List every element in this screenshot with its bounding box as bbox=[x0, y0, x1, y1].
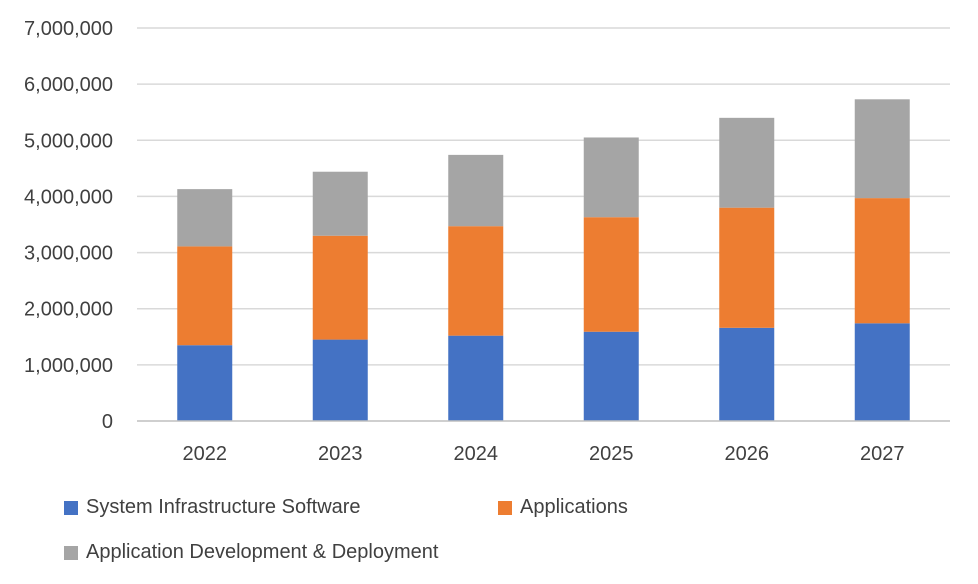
x-tick-label: 2026 bbox=[725, 443, 770, 465]
bar-2023-series-0 bbox=[312, 339, 368, 421]
legend-label-applications: Applications bbox=[520, 496, 628, 518]
bar-2025-series-0 bbox=[583, 331, 639, 421]
legend-swatch-system-infrastructure-software bbox=[64, 500, 78, 515]
bar-2025-series-2 bbox=[583, 137, 639, 218]
legend-item-applications: Applications bbox=[498, 496, 628, 519]
bar-2022-series-1 bbox=[177, 246, 233, 346]
bar-2023-series-2 bbox=[312, 171, 368, 236]
gridlines bbox=[137, 27, 950, 366]
bars bbox=[177, 99, 910, 421]
bar-2026-series-2 bbox=[719, 117, 775, 208]
legend-label-application-development-deployment: Application Development & Deployment bbox=[86, 541, 439, 563]
y-axis: 0 1,000,000 2,000,000 3,000,000 4,000,000 5,0… bbox=[24, 18, 113, 433]
bar-2027-series-2 bbox=[854, 99, 910, 199]
y-tick-label: 0 bbox=[102, 411, 113, 433]
bar-2023-series-1 bbox=[312, 235, 368, 340]
bar-2026-series-1 bbox=[719, 207, 775, 328]
bar-2022-series-0 bbox=[177, 345, 233, 421]
y-tick-label: 4,000,000 bbox=[24, 186, 113, 208]
legend-swatch-application-development-deployment bbox=[64, 545, 78, 560]
x-tick-label: 2024 bbox=[454, 443, 499, 465]
x-tick-label: 2025 bbox=[589, 443, 634, 465]
bar-2024-series-2 bbox=[448, 154, 504, 227]
legend-item-application-development-deployment: Application Development & Deployment bbox=[64, 541, 438, 564]
x-axis: 2022 2023 2024 2025 2026 2027 bbox=[137, 420, 950, 465]
legend-swatch-applications bbox=[498, 500, 512, 515]
y-tick-label: 3,000,000 bbox=[24, 243, 113, 265]
bar-2022-series-2 bbox=[177, 189, 233, 247]
x-tick-label: 2022 bbox=[183, 443, 228, 465]
bar-2027-series-1 bbox=[854, 198, 910, 324]
bar-2026-series-0 bbox=[719, 327, 775, 421]
y-tick-label: 7,000,000 bbox=[24, 18, 113, 40]
bar-2025-series-1 bbox=[583, 217, 639, 332]
x-tick-label: 2027 bbox=[860, 443, 905, 465]
y-tick-label: 6,000,000 bbox=[24, 74, 113, 96]
y-tick-label: 2,000,000 bbox=[24, 299, 113, 321]
x-tick-label: 2023 bbox=[318, 443, 363, 465]
bar-2024-series-1 bbox=[448, 226, 504, 336]
y-tick-label: 1,000,000 bbox=[24, 355, 113, 377]
bar-2027-series-0 bbox=[854, 323, 910, 421]
stacked-bar-chart: 0 1,000,000 2,000,000 3,000,000 4,000,000 5,0… bbox=[24, 18, 950, 465]
y-tick-label: 5,000,000 bbox=[24, 130, 113, 152]
legend-item-system-infrastructure-software: System Infrastructure Software bbox=[64, 496, 361, 519]
legend-label-system-infrastructure-software: System Infrastructure Software bbox=[86, 496, 361, 518]
bar-2024-series-0 bbox=[448, 335, 504, 421]
